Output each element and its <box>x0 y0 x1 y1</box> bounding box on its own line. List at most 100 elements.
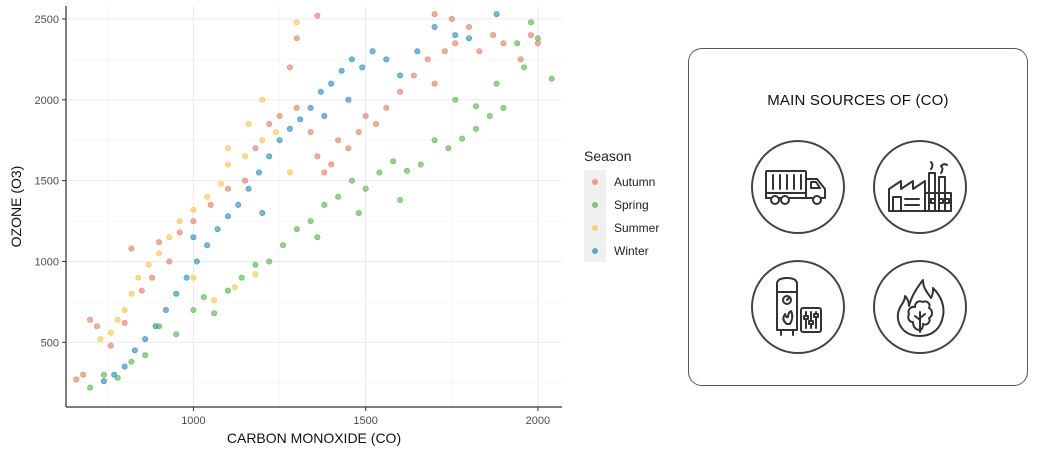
point-winter <box>173 290 180 297</box>
point-spring <box>376 169 383 176</box>
point-autumn <box>286 64 293 71</box>
legend-label-winter: Winter <box>614 243 649 258</box>
point-summer <box>204 193 211 200</box>
point-spring <box>514 40 521 47</box>
point-summer <box>259 96 266 103</box>
x-tick-label: 2000 <box>526 415 550 427</box>
point-spring <box>238 274 245 281</box>
sources-panel: MAIN SOURCES OF (CO) <box>688 48 1028 386</box>
point-autumn <box>314 12 321 19</box>
point-winter <box>328 80 335 87</box>
point-spring <box>348 177 355 184</box>
point-summer <box>259 137 266 144</box>
point-winter <box>142 336 149 343</box>
point-autumn <box>500 40 507 47</box>
y-axis-title: OZONE (O3) <box>8 166 24 248</box>
point-winter <box>193 258 200 265</box>
point-autumn <box>345 145 352 152</box>
truck-icon <box>751 140 845 234</box>
point-autumn <box>107 342 114 349</box>
legend-label-summer: Summer <box>614 220 660 235</box>
point-spring <box>459 135 466 142</box>
point-spring <box>527 19 534 26</box>
point-summer <box>114 316 121 323</box>
point-autumn <box>166 258 173 265</box>
point-winter <box>255 169 262 176</box>
point-spring <box>293 226 300 233</box>
point-spring <box>486 113 493 120</box>
factory-icon <box>873 140 967 234</box>
point-winter <box>100 378 107 385</box>
point-summer <box>231 284 238 291</box>
panel-title: MAIN SOURCES OF (CO) <box>767 92 949 109</box>
x-tick-label: 1000 <box>181 415 205 427</box>
water-heater-icon <box>751 260 845 354</box>
point-spring <box>211 310 218 317</box>
point-winter <box>245 185 252 192</box>
point-winter <box>183 274 190 281</box>
point-autumn <box>87 316 94 323</box>
point-autumn <box>138 287 145 294</box>
point-spring <box>252 261 259 268</box>
point-autumn <box>207 201 214 208</box>
point-autumn <box>362 113 369 120</box>
y-tick-label: 1500 <box>35 176 59 188</box>
point-autumn <box>372 121 379 128</box>
point-summer <box>190 206 197 213</box>
point-spring <box>500 104 507 111</box>
scatter-plot-svg: 1000 1500 2000 500 1000 1500 2000 2500 CARBON MO… <box>8 6 562 446</box>
point-winter <box>307 104 314 111</box>
point-autumn <box>452 40 459 47</box>
point-autumn <box>397 88 404 95</box>
point-winter <box>321 113 328 120</box>
point-winter <box>414 48 421 55</box>
point-autumn <box>293 35 300 42</box>
x-axis-title: CARBON MONOXIDE (CO) <box>227 430 401 446</box>
point-autumn <box>266 121 273 128</box>
point-autumn <box>431 80 438 87</box>
point-winter <box>162 306 169 313</box>
point-autumn <box>527 32 534 39</box>
point-spring <box>417 161 424 168</box>
point-spring <box>355 210 362 217</box>
point-spring <box>548 75 555 82</box>
point-spring <box>173 331 180 338</box>
point-winter <box>317 88 324 95</box>
legend: Season Autumn Spring Summer Winter <box>584 148 659 262</box>
point-summer <box>293 19 300 26</box>
point-winter <box>452 32 459 39</box>
point-summer <box>107 329 114 336</box>
point-summer <box>135 274 142 281</box>
point-autumn <box>224 185 231 192</box>
point-spring <box>472 103 479 110</box>
scatter-chart: 1000 1500 2000 500 1000 1500 2000 2500 CARBON MO… <box>8 6 659 446</box>
point-spring <box>335 193 342 200</box>
point-summer <box>252 271 259 278</box>
point-autumn <box>190 218 197 225</box>
legend-label-spring: Spring <box>614 197 649 212</box>
legend-title: Season <box>584 148 632 164</box>
point-autumn <box>355 129 362 136</box>
point-spring <box>403 167 410 174</box>
point-spring <box>445 145 452 152</box>
point-spring <box>87 384 94 391</box>
point-autumn <box>156 239 163 246</box>
point-summer <box>166 234 173 241</box>
point-summer <box>128 290 135 297</box>
point-summer <box>211 297 218 304</box>
point-autumn <box>383 104 390 111</box>
legend-item-summer: Summer <box>584 216 659 239</box>
point-autumn <box>490 32 497 39</box>
point-spring <box>224 287 231 294</box>
point-winter <box>204 242 211 249</box>
point-summer <box>224 161 231 168</box>
y-tick-label: 1000 <box>35 256 59 268</box>
point-spring <box>521 64 528 71</box>
point-summer <box>145 261 152 268</box>
point-autumn <box>121 319 128 326</box>
point-spring <box>390 158 397 165</box>
y-tick-label: 2500 <box>35 14 59 26</box>
point-summer <box>121 306 128 313</box>
point-winter <box>111 371 118 378</box>
point-winter <box>152 323 159 330</box>
